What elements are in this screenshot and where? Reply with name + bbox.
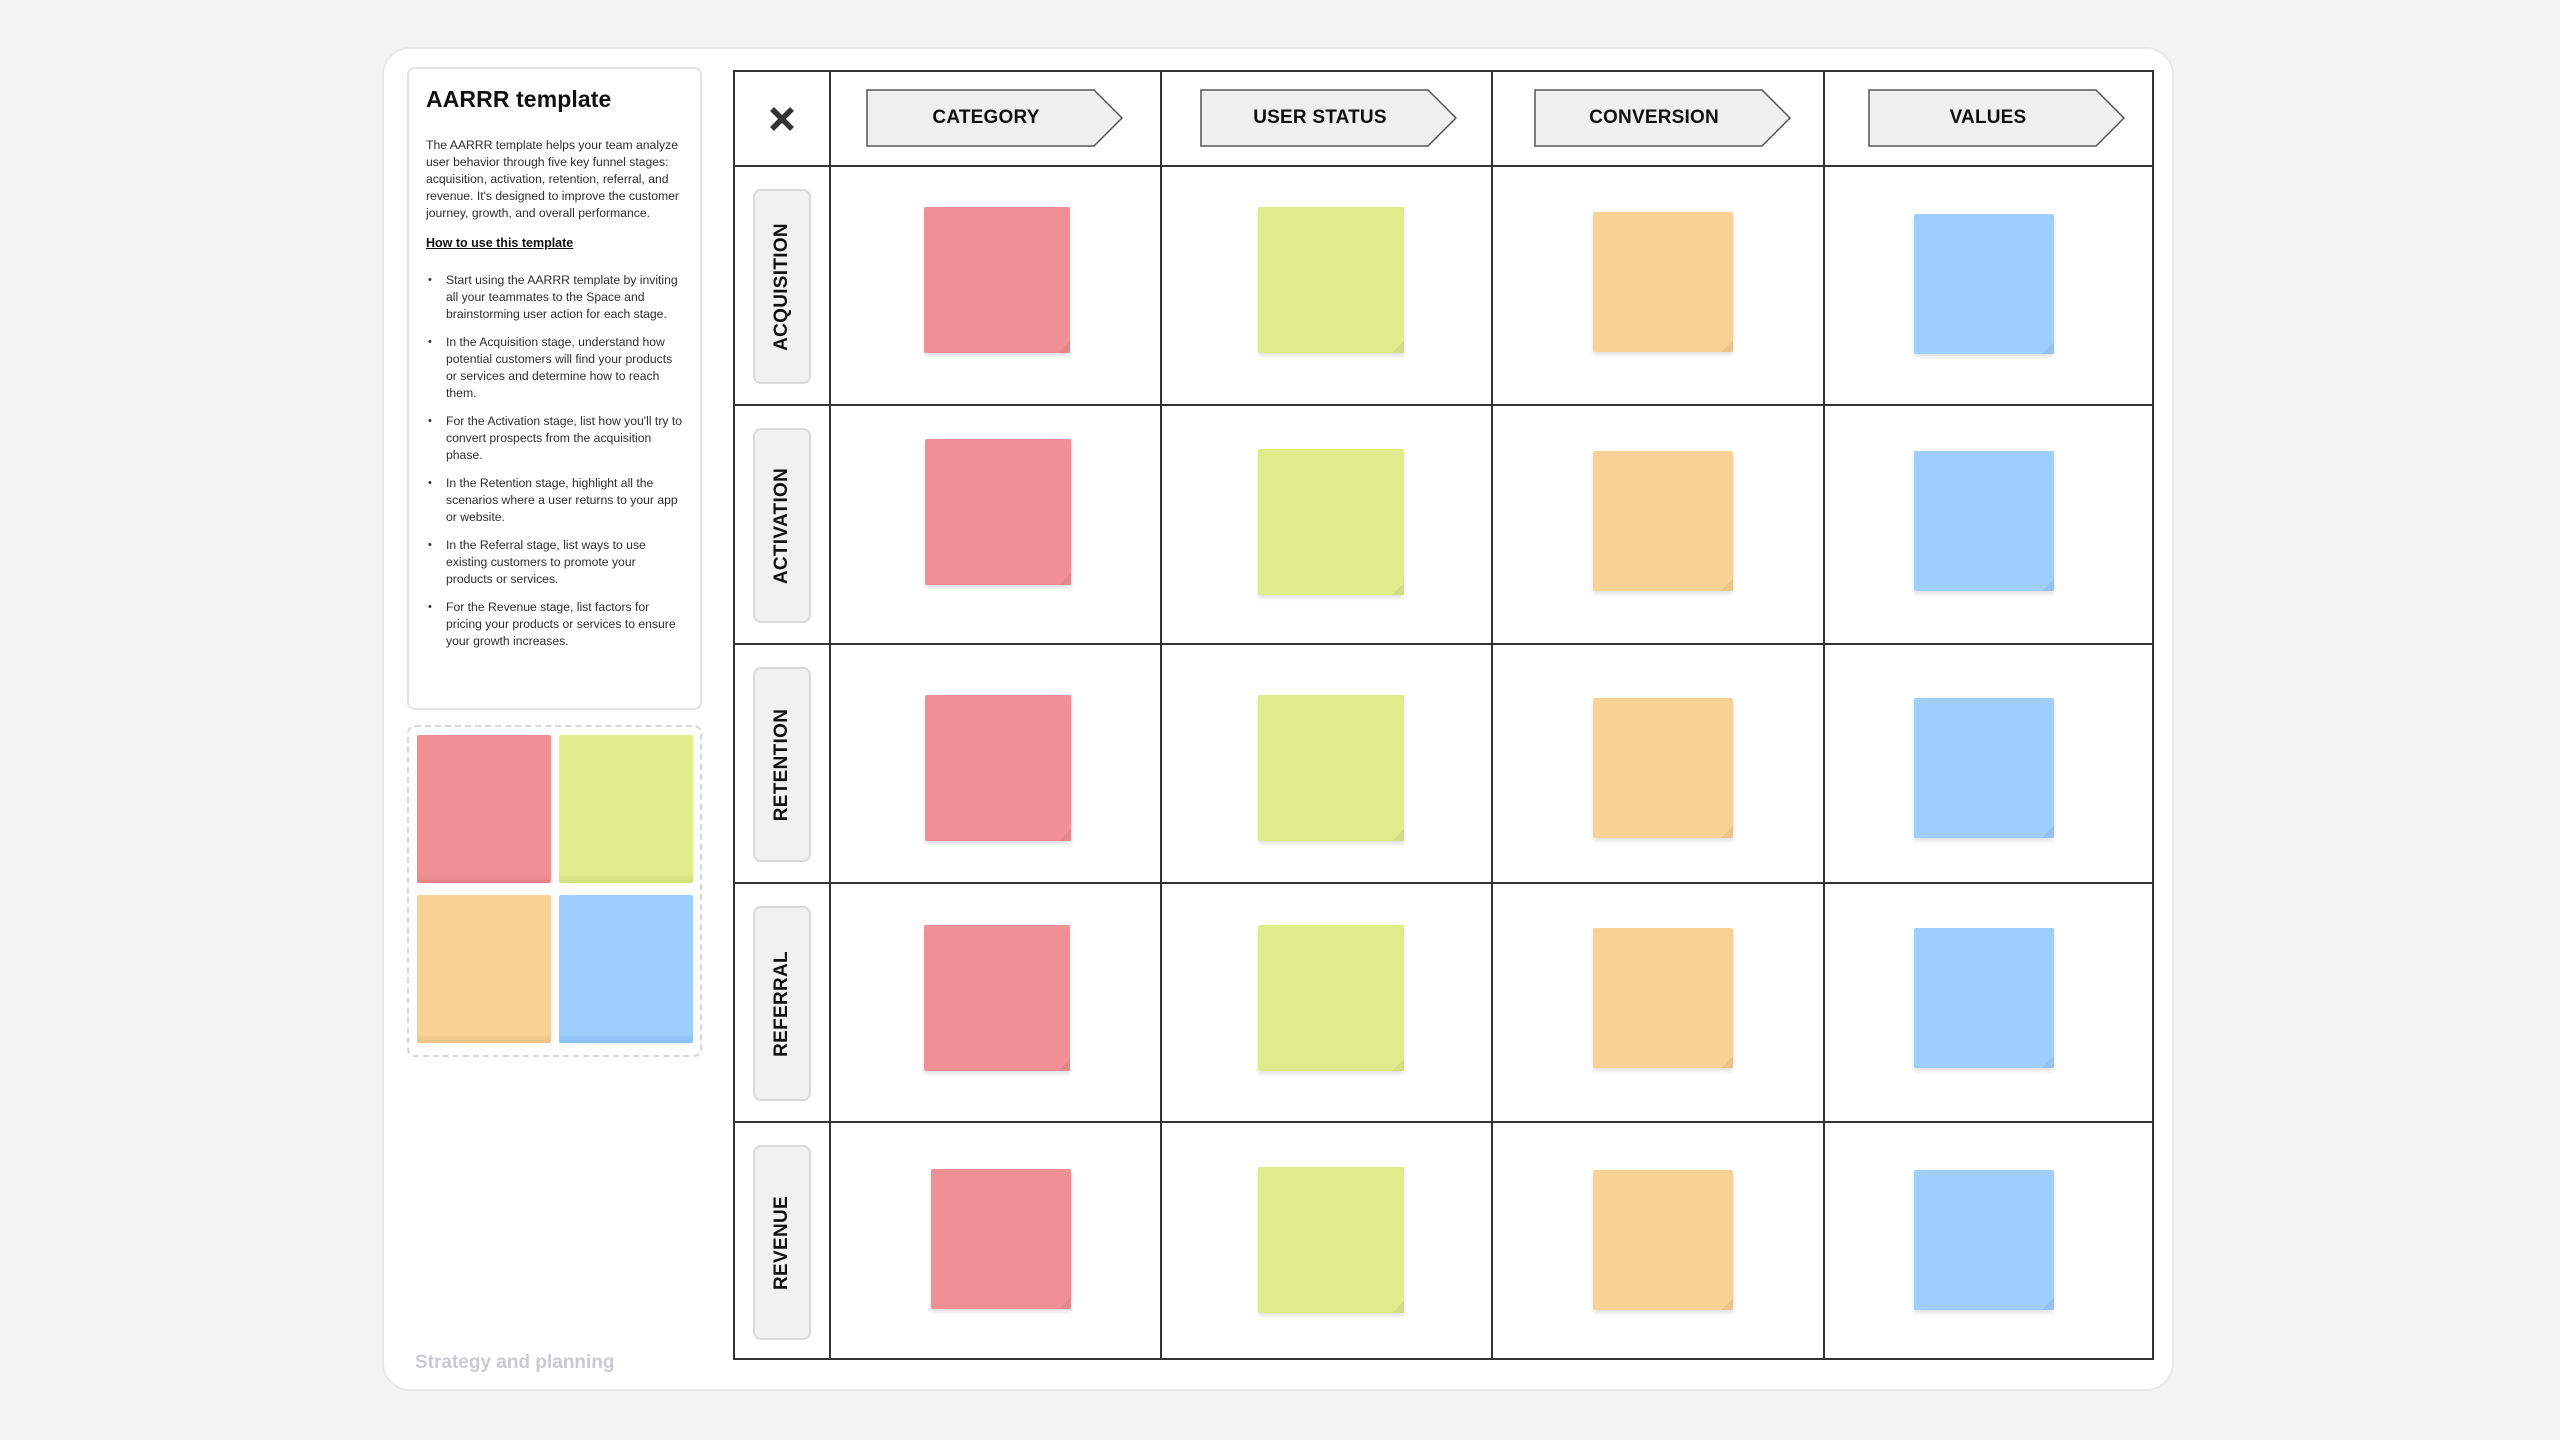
sticky-note-orange[interactable]: [1593, 212, 1733, 352]
column-header-label: CATEGORY: [932, 107, 1040, 128]
sticky-note-orange[interactable]: [1593, 698, 1733, 838]
row-header-label: REVENUE: [771, 1195, 792, 1290]
sticky-note-green[interactable]: [1258, 449, 1404, 595]
instruction-list: Start using the AARRR template by inviti…: [426, 272, 683, 650]
grid-line: [735, 165, 2152, 167]
sticky-note-blue[interactable]: [1914, 451, 2054, 591]
column-header-values[interactable]: VALUES: [1868, 89, 2126, 147]
grid-line: [735, 1121, 2152, 1123]
close-icon[interactable]: [765, 102, 799, 136]
grid-line: [1823, 72, 1825, 1358]
sticky-note-blue[interactable]: [1914, 214, 2054, 354]
row-header-label: RETENTION: [771, 708, 792, 821]
sticky-note-red[interactable]: [925, 439, 1071, 585]
column-header-label: VALUES: [1949, 107, 2027, 128]
category-label: Strategy and planning: [415, 1352, 615, 1373]
row-header-label: REFERRAL: [771, 950, 792, 1057]
sticky-note-orange[interactable]: [1593, 1170, 1733, 1310]
sticky-note-red[interactable]: [925, 695, 1071, 841]
row-header-acquisition[interactable]: ACQUISITION: [753, 189, 811, 384]
instruction-item: In the Retention stage, highlight all th…: [426, 475, 683, 526]
instruction-item: In the Referral stage, list ways to use …: [426, 537, 683, 588]
instruction-item: For the Revenue stage, list factors for …: [426, 599, 683, 650]
row-header-activation[interactable]: ACTIVATION: [753, 428, 811, 623]
row-header-label: ACTIVATION: [771, 467, 792, 584]
sticky-note-green[interactable]: [1258, 207, 1404, 353]
grid-line: [735, 882, 2152, 884]
how-to-use-link[interactable]: How to use this template: [426, 236, 574, 250]
sticky-note-red[interactable]: [931, 1169, 1071, 1309]
grid-line: [1491, 72, 1493, 1358]
sticky-note-orange[interactable]: [1593, 928, 1733, 1068]
green-sticky-stack[interactable]: [559, 735, 695, 885]
row-header-label: ACQUISITION: [771, 222, 792, 351]
orange-sticky-stack[interactable]: [417, 895, 553, 1045]
sticky-note-blue[interactable]: [1914, 698, 2054, 838]
grid-line: [1160, 72, 1162, 1358]
sticky-note-red[interactable]: [924, 925, 1070, 1071]
row-header-retention[interactable]: RETENTION: [753, 667, 811, 862]
column-header-label: USER STATUS: [1253, 107, 1387, 128]
grid-line: [735, 643, 2152, 645]
grid-line: [735, 404, 2152, 406]
red-sticky-stack[interactable]: [417, 735, 553, 885]
sticky-note-orange[interactable]: [1593, 451, 1733, 591]
row-header-referral[interactable]: REFERRAL: [753, 906, 811, 1101]
aarrr-board: CATEGORY USER STATUS CONVERSION VALUES A…: [733, 70, 2154, 1360]
sticky-note-green[interactable]: [1258, 1167, 1404, 1313]
sticky-note-blue[interactable]: [1914, 928, 2054, 1068]
template-title: AARRR template: [426, 86, 612, 112]
sticky-note-red[interactable]: [924, 207, 1070, 353]
instruction-item: In the Acquisition stage, understand how…: [426, 334, 683, 402]
sticky-note-pile: [407, 725, 702, 1057]
column-header-conversion[interactable]: CONVERSION: [1534, 89, 1792, 147]
sticky-note-green[interactable]: [1258, 695, 1404, 841]
column-header-user-status[interactable]: USER STATUS: [1200, 89, 1458, 147]
template-description: The AARRR template helps your team analy…: [426, 138, 679, 220]
sticky-note-blue[interactable]: [1914, 1170, 2054, 1310]
column-header-label: CONVERSION: [1589, 107, 1719, 128]
row-header-revenue[interactable]: REVENUE: [753, 1145, 811, 1340]
grid-line: [829, 72, 831, 1358]
column-header-category[interactable]: CATEGORY: [866, 89, 1124, 147]
template-instructions-card: AARRR template The AARRR template helps …: [407, 67, 702, 710]
instruction-item: For the Activation stage, list how you'l…: [426, 413, 683, 464]
instruction-item: Start using the AARRR template by inviti…: [426, 272, 683, 323]
blue-sticky-stack[interactable]: [559, 895, 695, 1045]
sticky-note-green[interactable]: [1258, 925, 1404, 1071]
